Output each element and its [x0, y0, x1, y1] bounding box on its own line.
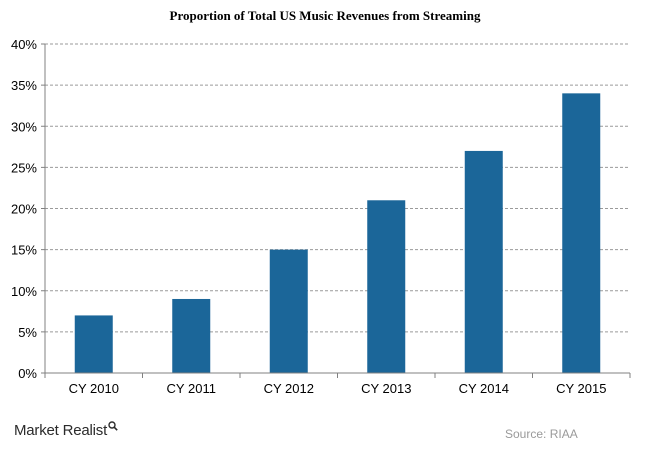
- x-tick-label: CY 2013: [361, 381, 411, 396]
- x-tick-label: CY 2010: [69, 381, 119, 396]
- x-tick-label: CY 2011: [167, 381, 216, 396]
- gridlines: [45, 43, 630, 333]
- y-tick-label: 40%: [11, 37, 37, 52]
- bar: [562, 93, 601, 373]
- y-tick-label: 30%: [11, 119, 37, 134]
- y-tick-label: 35%: [11, 78, 37, 93]
- y-tick-labels: 0% 5% 10% 15% 20% 25% 30% 35% 40%: [11, 37, 37, 381]
- y-tick-label: 5%: [18, 325, 37, 340]
- bar: [367, 200, 406, 373]
- chart-title: Proportion of Total US Music Revenues fr…: [169, 8, 481, 23]
- brand-logo: Market Realist: [14, 421, 118, 439]
- bar: [464, 150, 503, 373]
- bar: [74, 315, 113, 373]
- brand-name: Market Realist: [14, 422, 108, 439]
- bar: [269, 249, 308, 373]
- magnifier-icon: [108, 421, 118, 431]
- y-tick-label: 20%: [11, 202, 37, 217]
- x-tick-label: CY 2015: [556, 381, 606, 396]
- y-tick-label: 0%: [18, 366, 37, 381]
- bar: [172, 298, 211, 373]
- y-tick-label: 15%: [11, 243, 37, 258]
- y-tick-label: 10%: [11, 284, 37, 299]
- x-tick-label: CY 2014: [459, 381, 509, 396]
- x-tick-label: CY 2012: [264, 381, 314, 396]
- source-note: Source: RIAA: [505, 427, 578, 441]
- axes: [41, 43, 631, 378]
- x-tick-labels: CY 2010 CY 2011 CY 2012 CY 2013 CY 2014 CY 20…: [69, 381, 607, 396]
- bars: [74, 93, 601, 373]
- y-tick-label: 25%: [11, 160, 37, 175]
